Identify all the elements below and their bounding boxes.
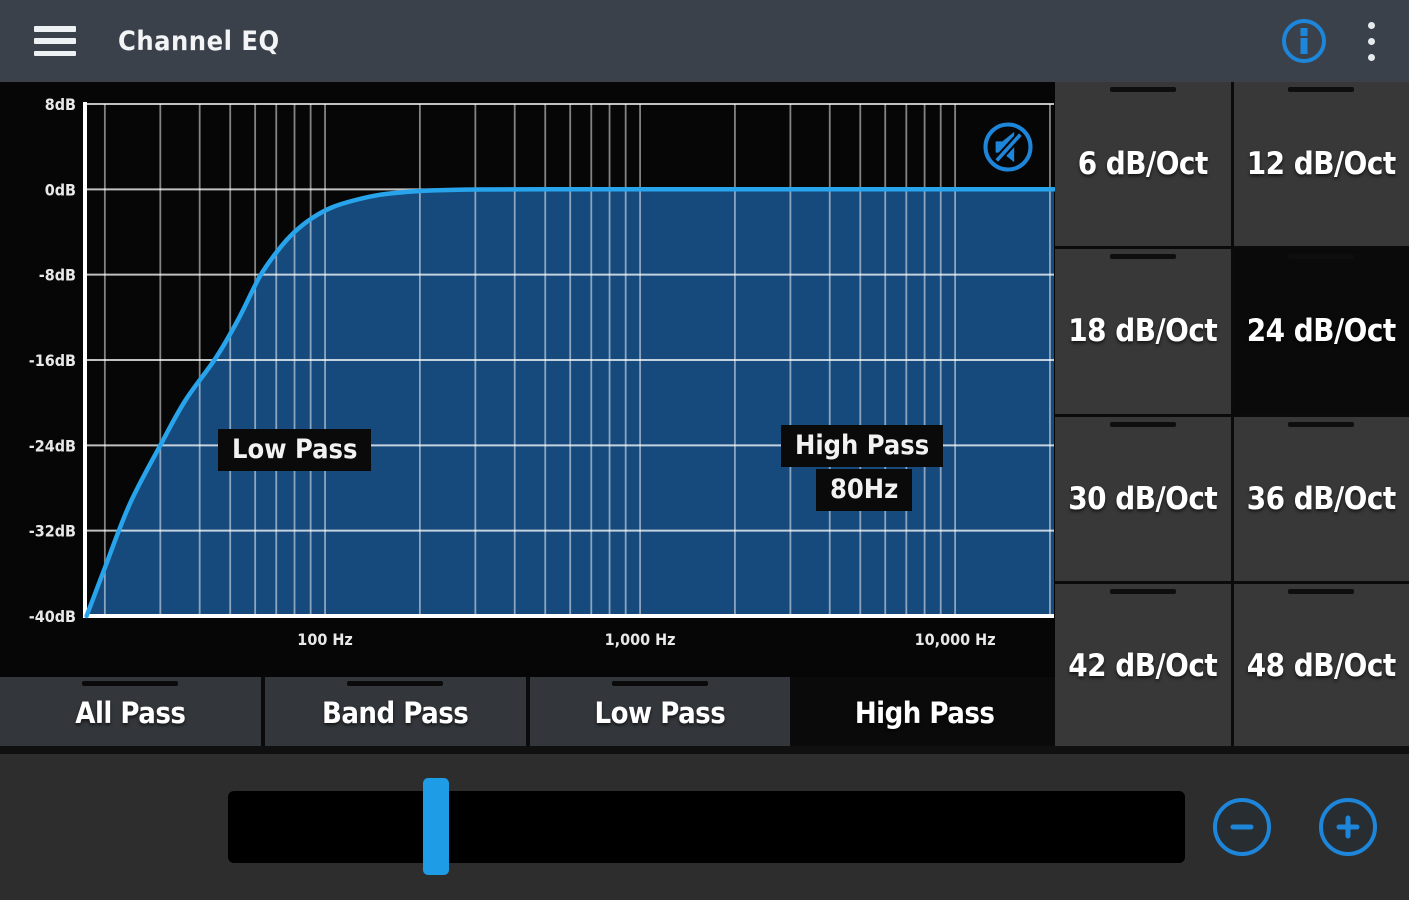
- slope-option-6db[interactable]: 6 dB/Oct: [1055, 82, 1231, 247]
- slope-option-36db[interactable]: 36 dB/Oct: [1233, 416, 1409, 581]
- slope-option-label: 12 dB/Oct: [1246, 146, 1397, 183]
- cell-notch: [1109, 421, 1176, 427]
- hamburger-menu-icon[interactable]: [34, 26, 76, 56]
- y-axis-tick-label: -32dB: [29, 522, 76, 541]
- tab-all-pass[interactable]: All Pass: [0, 677, 261, 748]
- frequency-slider-handle[interactable]: [423, 778, 449, 875]
- tab-notch: [347, 681, 444, 686]
- cell-notch: [1288, 254, 1355, 260]
- high-pass-filter-label[interactable]: High Pass: [781, 425, 944, 467]
- eq-response-curve[interactable]: [84, 187, 1055, 619]
- slope-option-label: 48 dB/Oct: [1246, 647, 1397, 684]
- slope-selector-panel: 6 dB/Oct 12 dB/Oct 18 dB/Oct 24 dB/Oct 3…: [1055, 82, 1409, 748]
- y-axis-tick-label: -24dB: [29, 436, 76, 455]
- tab-label: All Pass: [75, 695, 186, 730]
- tab-label: Low Pass: [594, 695, 726, 730]
- frequency-slider-track[interactable]: [228, 791, 1185, 863]
- slope-option-42db[interactable]: 42 dB/Oct: [1055, 583, 1231, 748]
- x-axis-tick-label: 1,000 Hz: [605, 630, 676, 649]
- eq-response-graph[interactable]: 8dB 0dB -8dB -16dB -24dB -32dB -40dB 100 Hz 1,00…: [0, 82, 1055, 677]
- slope-option-label: 18 dB/Oct: [1068, 313, 1218, 350]
- minus-icon: [1230, 824, 1254, 830]
- page-title: Channel EQ: [118, 25, 280, 57]
- increase-frequency-button[interactable]: [1319, 798, 1377, 856]
- tab-label: Band Pass: [321, 695, 469, 730]
- cell-notch: [1109, 588, 1176, 594]
- decrease-frequency-button[interactable]: [1213, 798, 1271, 856]
- more-options-icon[interactable]: [1358, 16, 1385, 67]
- section-divider: [0, 746, 1409, 754]
- y-axis-tick-label: -8dB: [39, 266, 76, 285]
- y-axis-tick-label: 0dB: [45, 180, 76, 199]
- slope-option-label: 42 dB/Oct: [1068, 647, 1218, 684]
- cell-notch: [1288, 87, 1355, 92]
- slope-option-24db[interactable]: 24 dB/Oct: [1233, 249, 1409, 414]
- low-pass-filter-label[interactable]: Low Pass: [218, 429, 372, 471]
- y-axis-tick-label: -40dB: [29, 607, 76, 626]
- cell-notch: [1288, 421, 1355, 427]
- x-axis-tick-label: 10,000 Hz: [915, 630, 996, 649]
- slope-option-30db[interactable]: 30 dB/Oct: [1055, 416, 1231, 581]
- slope-option-label: 6 dB/Oct: [1077, 146, 1209, 183]
- info-icon[interactable]: [1280, 17, 1328, 65]
- slope-option-label: 24 dB/Oct: [1246, 313, 1397, 350]
- cell-notch: [1109, 87, 1176, 92]
- speaker-mute-icon[interactable]: [981, 120, 1035, 174]
- x-axis-tick-label: 100 Hz: [297, 630, 352, 649]
- cell-notch: [1109, 254, 1176, 260]
- plus-icon: [1336, 815, 1360, 839]
- top-app-bar: Channel EQ: [0, 0, 1409, 82]
- tab-band-pass[interactable]: Band Pass: [264, 677, 526, 748]
- frequency-control-strip: [0, 754, 1409, 900]
- y-axis-tick-label: 8dB: [45, 95, 76, 114]
- filter-type-tabs: All Pass Band Pass Low Pass High Pass: [0, 677, 1055, 748]
- tab-high-pass[interactable]: High Pass: [794, 677, 1055, 748]
- slope-option-18db[interactable]: 18 dB/Oct: [1055, 249, 1231, 414]
- tab-notch: [876, 681, 973, 686]
- tab-notch: [82, 681, 179, 686]
- slope-option-48db[interactable]: 48 dB/Oct: [1233, 583, 1409, 748]
- slope-option-label: 30 dB/Oct: [1068, 480, 1218, 517]
- eq-curve-plot: 8dB 0dB -8dB -16dB -24dB -32dB -40dB 100 Hz 1,00…: [29, 95, 1055, 649]
- cell-notch: [1288, 588, 1355, 594]
- tab-low-pass[interactable]: Low Pass: [529, 677, 791, 748]
- high-pass-frequency-label[interactable]: 80Hz: [816, 469, 913, 511]
- tab-notch: [611, 681, 708, 686]
- slope-option-label: 36 dB/Oct: [1246, 480, 1397, 517]
- y-axis-tick-label: -16dB: [29, 351, 76, 370]
- tab-label: High Pass: [854, 695, 995, 730]
- slope-option-12db[interactable]: 12 dB/Oct: [1233, 82, 1409, 247]
